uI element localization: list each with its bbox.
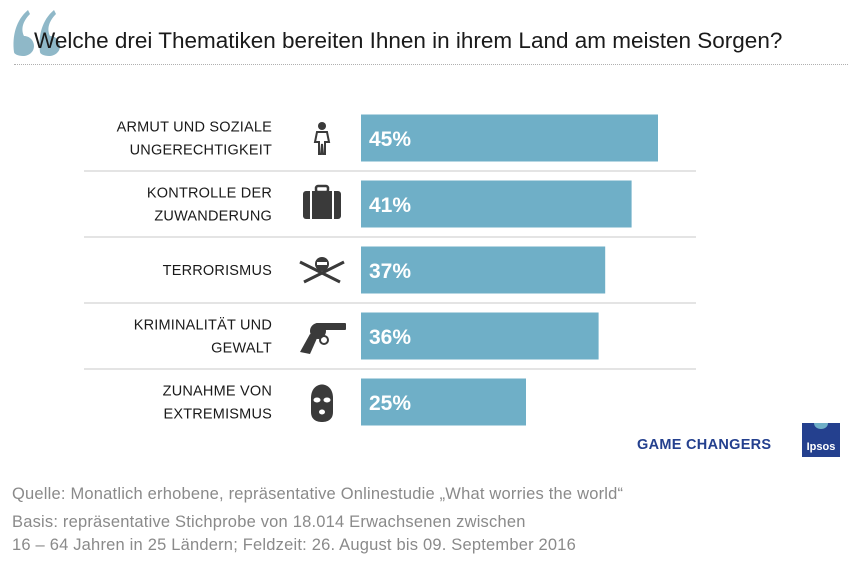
category-label: KRIMINALITÄT UND xyxy=(134,317,272,334)
title-divider xyxy=(14,64,848,65)
brand-tagline: GAME CHANGERS xyxy=(637,437,772,453)
category-label: ARMUT UND SOZIALE xyxy=(117,120,273,136)
category-label: UNGERECHTIGKEIT xyxy=(130,143,272,159)
balaclava-icon xyxy=(311,384,333,422)
suitcase-icon xyxy=(303,184,341,219)
quote-mark-icon xyxy=(13,10,60,56)
bar xyxy=(361,378,526,426)
footer-basis-line1: Basis: repräsentative Stichprobe von 18.… xyxy=(12,513,526,531)
category-label: KONTROLLE DER xyxy=(147,186,272,202)
chart-title: Welche drei Thematiken bereiten Ihnen in… xyxy=(34,28,783,53)
ipsos-logo: Ipsos xyxy=(802,423,840,457)
category-label: TERRORISMUS xyxy=(163,263,272,279)
value-label: 36% xyxy=(369,326,411,349)
person-icon xyxy=(313,122,331,155)
value-label: 41% xyxy=(369,194,411,217)
bar xyxy=(361,114,658,162)
value-label: 37% xyxy=(369,260,411,283)
bar xyxy=(361,180,632,228)
category-label: EXTREMISMUS xyxy=(163,407,272,423)
value-label: 45% xyxy=(369,128,411,151)
footer-source: Quelle: Monatlich erhobene, repräsentati… xyxy=(12,485,624,503)
svg-text:Ipsos: Ipsos xyxy=(807,441,836,453)
crossed-rifles-icon xyxy=(299,257,345,284)
category-label: GEWALT xyxy=(211,341,272,357)
revolver-icon xyxy=(300,323,346,354)
category-label: ZUNAHME VON xyxy=(163,384,272,400)
bar xyxy=(361,246,606,294)
footer-basis-line2: 16 – 64 Jahren in 25 Ländern; Feldzeit: … xyxy=(12,536,577,554)
bar xyxy=(361,312,599,360)
bar-chart: ARMUT UND SOZIALE UNGERECHTIGKEIT 45% KONTR… xyxy=(84,114,696,426)
category-label: ZUWANDERUNG xyxy=(154,209,272,225)
value-label: 25% xyxy=(369,392,411,415)
